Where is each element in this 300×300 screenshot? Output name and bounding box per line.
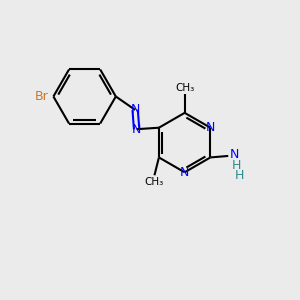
Text: N: N [230, 148, 239, 161]
Text: N: N [132, 123, 141, 136]
Text: N: N [180, 166, 189, 179]
Text: N: N [206, 121, 215, 134]
Text: N: N [130, 103, 140, 116]
Text: CH₃: CH₃ [175, 83, 194, 93]
Text: H: H [232, 159, 241, 172]
Text: CH₃: CH₃ [145, 177, 164, 187]
Text: Br: Br [34, 90, 48, 103]
Text: H: H [235, 169, 244, 182]
